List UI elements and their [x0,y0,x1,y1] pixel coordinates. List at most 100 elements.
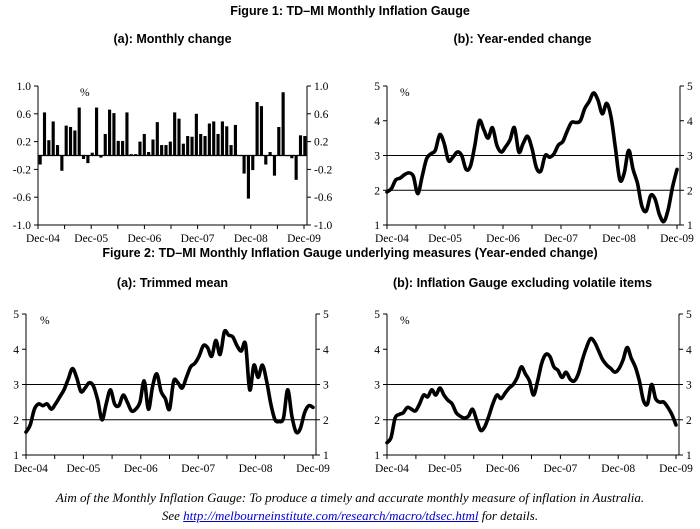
bar [199,133,203,156]
bar [151,139,155,156]
y-tick-label-left: 5 [13,309,19,321]
bar [177,118,181,156]
bar [142,133,146,156]
bar [134,154,138,156]
bar [212,121,216,156]
y-tick-label-right: 4 [323,344,329,356]
x-tick-label: Dec-06 [127,233,161,245]
y-tick-label-right: 2 [323,415,329,427]
y-tick-label-right: 2 [686,415,692,427]
bar [268,152,272,156]
y-tick-label-left: 4 [374,116,380,128]
bar [160,145,164,156]
bar [264,155,268,165]
y-tick-label-left: 1.0 [17,81,32,93]
bar [220,121,224,156]
bar [73,130,77,156]
x-tick-label: Dec-08 [601,463,635,475]
y-tick-label-left: 4 [13,344,19,356]
bar [290,155,294,159]
x-tick-label: Dec-04 [375,233,409,245]
chart-svg: 1.0 1.0 0.6 0.6 0.2 0.2 -0.2 -0.2 -0.6 -0.6 -1.0 -1… [13,81,333,245]
x-tick-label: Dec-07 [181,233,215,245]
bar [129,154,133,156]
chart-trimmed-mean: (a): Trimmed mean 5 5 4 4 3 3 2 2 1 1% Dec-04 Dec-0… [0,268,345,478]
bar [55,145,60,156]
bar [242,155,246,174]
y-tick-label-left: 3 [13,380,19,392]
y-tick-label-right: 1 [323,450,329,462]
chart-title: (b): Year-ended change [453,32,592,46]
y-tick-label-right: -0.2 [314,164,332,176]
bar [216,133,220,156]
bar [272,155,277,176]
y-tick-label-left: 1 [374,450,380,462]
bar [95,107,99,156]
y-tick-label-right: 1 [686,450,692,462]
y-tick-label-left: 1 [13,450,19,462]
y-tick-label-right: 1 [687,220,693,232]
bar [207,123,211,156]
bar [112,113,116,156]
bar [42,112,47,156]
footer-see-prefix: See [161,508,184,523]
figure2-title: Figure 2: TD–MI Monthly Inflation Gauge … [102,246,598,260]
y-tick-label-left: 4 [374,344,380,356]
x-tick-label: Dec-08 [234,233,268,245]
y-tick-label-right: 4 [686,344,692,356]
y-tick-label-right: 0.6 [314,109,329,121]
y-tick-label-left: 5 [374,81,380,93]
y-tick-label-right: 5 [687,81,693,93]
bar [298,135,303,156]
bar [246,155,250,199]
chart-svg: 5 5 4 4 3 3 2 2 1 1% Dec-04 Dec-05 Dec-06 Dec-07 Dec-0… [374,309,693,475]
x-tick-label: Dec-07 [544,233,578,245]
bar [233,124,237,156]
x-tick-label: Dec-04 [375,463,409,475]
unit-label: % [80,87,90,99]
bar [116,140,120,156]
x-tick-label: Dec-09 [287,233,321,245]
y-tick-label-right: 5 [323,309,329,321]
x-tick-label: Dec-06 [486,233,520,245]
y-tick-label-left: 3 [374,380,380,392]
bar [294,155,298,180]
bar [121,140,125,156]
chart-svg: 5 5 4 4 3 3 2 2 1 1% Dec-04 Dec-05 Dec-06 Dec-07 Dec-0… [374,81,694,245]
bar [147,152,151,156]
x-tick-label: Dec-07 [181,463,215,475]
x-tick-label: Dec-05 [428,463,462,475]
bar [190,136,194,156]
y-tick-label-right: 4 [687,116,693,128]
bar [229,145,233,156]
bar [99,155,103,158]
unit-label: % [400,87,410,99]
x-tick-label: Dec-09 [660,233,694,245]
bar [125,112,129,156]
chart-year-ended-change: (b): Year-ended change 5 5 4 4 3 3 2 2 1 1% Dec-04… [350,24,695,246]
bar [303,136,307,156]
bar [173,112,177,156]
y-tick-label-left: 5 [374,309,380,321]
x-tick-label: Dec-08 [602,233,636,245]
bar [64,125,68,156]
bar [77,107,81,156]
y-tick-label-right: -1.0 [314,220,332,232]
x-tick-label: Dec-08 [239,463,273,475]
unit-label: % [400,315,410,327]
bar [168,141,172,156]
bar [251,155,255,171]
x-tick-label: Dec-06 [124,463,158,475]
chart-title: (b): Inflation Gauge excluding volatile … [392,276,653,290]
footer-see-suffix: for details. [478,508,539,523]
bar [103,133,107,156]
y-tick-label-right: 3 [323,380,329,392]
bar [203,136,207,156]
footer-aim-text: Aim of the Monthly Inflation Gauge: To p… [55,490,645,505]
bar [86,155,90,164]
y-tick-label-left: 2 [374,415,380,427]
series-line [385,336,678,445]
x-tick-label: Dec-05 [66,463,100,475]
x-tick-label: Dec-09 [296,463,330,475]
details-link[interactable]: http://melbourneinstitute.com/research/m… [183,508,479,523]
